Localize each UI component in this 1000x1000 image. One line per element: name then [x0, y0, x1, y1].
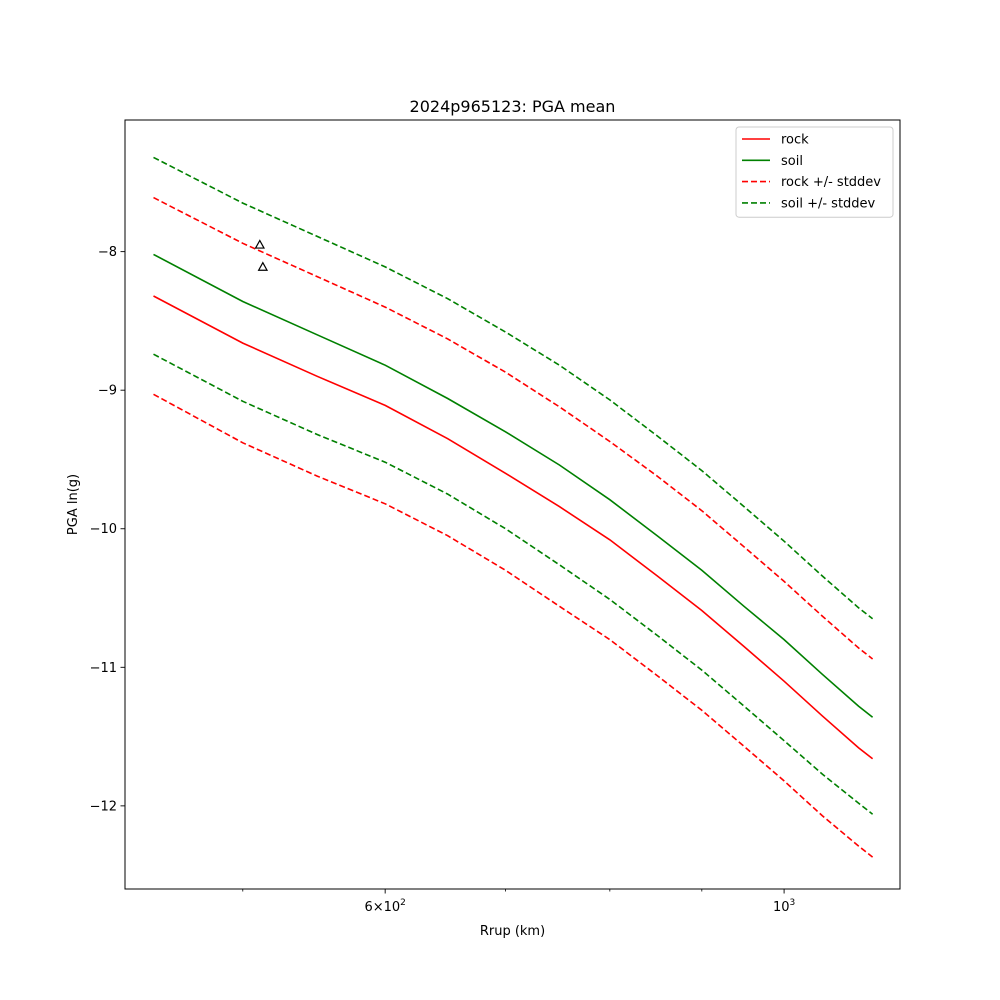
series-line-band-4: [153, 393, 874, 858]
legend-box: [735, 126, 894, 218]
series-line-band-5: [153, 353, 874, 815]
series-line-rock-stddev: [153, 196, 874, 660]
legend-label: soil +/- stddev: [781, 196, 876, 211]
legend-label: soil: [781, 154, 803, 169]
observation-marker: [257, 261, 269, 271]
y-axis-label: PGA ln(g): [66, 474, 81, 535]
series-line-rock: [153, 295, 874, 760]
x-axis: 6×102 103: [242, 889, 795, 915]
y-tick-label: −11: [90, 661, 117, 676]
chart-title: 2024p965123: PGA mean: [410, 97, 616, 116]
y-tick-label: −10: [90, 522, 117, 537]
y-tick-label: −12: [90, 799, 117, 814]
legend: rock soil rock +/- stddev soil +/- stddev: [735, 126, 894, 218]
legend-label: rock: [781, 133, 809, 148]
y-axis: −8 −9 −10 −11 −12: [90, 245, 125, 814]
y-tick-label: −9: [98, 384, 117, 399]
series-line-soil: [153, 253, 874, 718]
legend-label: rock +/- stddev: [781, 175, 881, 190]
y-tick-label: −8: [98, 245, 117, 260]
plot-area: [153, 156, 874, 858]
x-axis-label: Rrup (km): [480, 924, 545, 939]
axes-frame: [124, 119, 901, 890]
series-line-soil-stddev: [153, 156, 874, 620]
x-tick-label: 103: [773, 898, 795, 915]
observation-marker: [254, 239, 265, 249]
x-tick-label: 6×102: [364, 898, 405, 915]
